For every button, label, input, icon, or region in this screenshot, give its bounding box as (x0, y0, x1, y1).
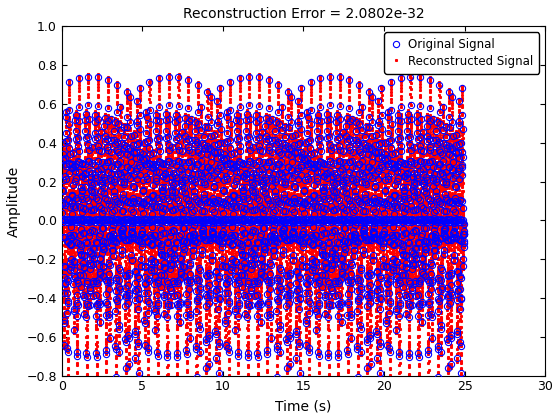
Title: Reconstruction Error = 2.0802e-32: Reconstruction Error = 2.0802e-32 (183, 7, 424, 21)
Line: Original Signal: Original Signal (59, 74, 468, 390)
Original Signal (292, 173, 298, 178)
Reconstructed Signal (58, 218, 65, 223)
Original Signal (122, 340, 129, 345)
Original Signal (364, 293, 371, 298)
Reconstructed Signal (390, 265, 396, 270)
Reconstructed Signal (101, 186, 108, 191)
Original Signal (232, 258, 239, 263)
X-axis label: Time (s): Time (s) (276, 399, 332, 413)
Original Signal (85, 74, 92, 79)
Reconstructed Signal (278, 128, 285, 133)
Reconstructed Signal (407, 71, 414, 76)
Original Signal (58, 218, 65, 223)
Original Signal (461, 232, 468, 237)
Reconstructed Signal (83, 388, 90, 394)
Y-axis label: Amplitude: Amplitude (7, 165, 21, 236)
Original Signal (432, 223, 438, 228)
Original Signal (283, 366, 290, 371)
Original Signal (406, 384, 413, 389)
Reconstructed Signal (62, 236, 68, 241)
Reconstructed Signal (264, 300, 270, 305)
Line: Reconstructed Signal: Reconstructed Signal (61, 73, 465, 392)
Reconstructed Signal (281, 235, 287, 240)
Reconstructed Signal (461, 220, 468, 225)
Legend: Original Signal, Reconstructed Signal: Original Signal, Reconstructed Signal (385, 32, 539, 74)
